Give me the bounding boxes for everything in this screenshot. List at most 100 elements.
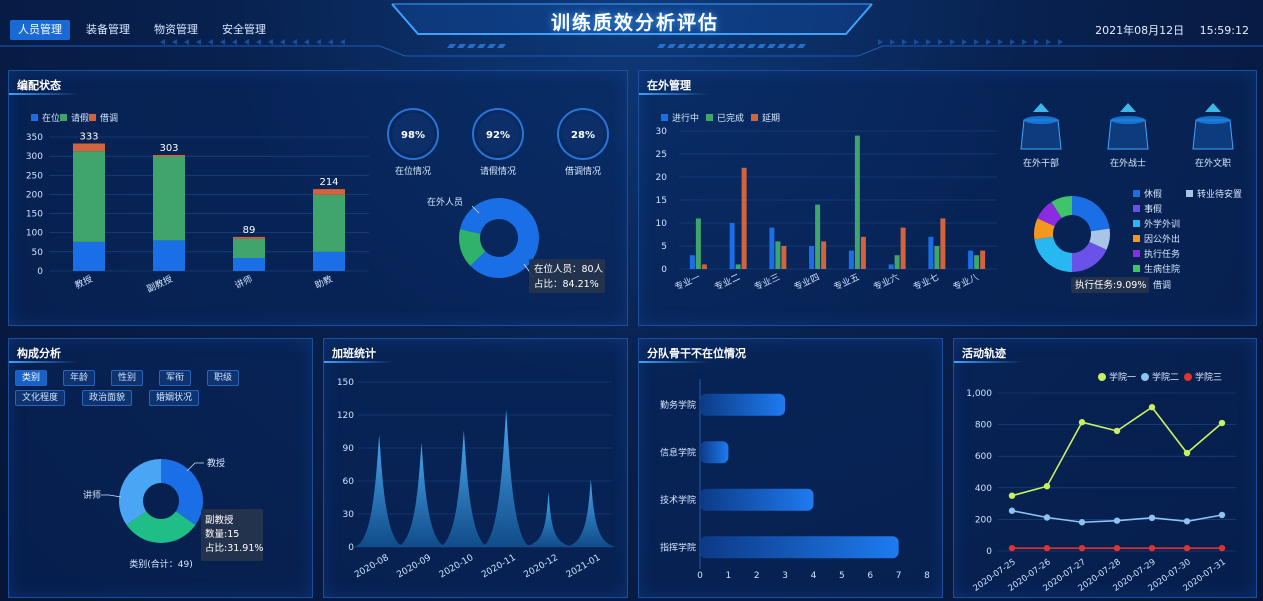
y-tick-label: 0 — [986, 547, 992, 557]
mission-legend-label: 生病住院 — [1144, 263, 1180, 275]
bar — [934, 246, 940, 269]
gauge-value: 28% — [571, 130, 595, 141]
x-tick-label: 1 — [726, 571, 732, 581]
bar — [968, 250, 974, 269]
bar-total-label: 303 — [159, 143, 178, 154]
label-top: 教授 — [207, 457, 225, 469]
legend-item-label: 请假 — [71, 112, 89, 124]
y-tick-label: 勤务学院 — [660, 399, 696, 411]
bar — [928, 236, 934, 269]
chip-category[interactable]: 类别 — [15, 370, 48, 386]
pedestal-icon — [1020, 119, 1062, 150]
bar — [940, 218, 946, 269]
chip-age[interactable]: 年龄 — [63, 370, 96, 386]
legend-swatch — [1184, 373, 1192, 381]
nav-item-personnel[interactable]: 人员管理 — [10, 20, 70, 40]
bar — [980, 250, 986, 269]
tooltip-title: 副教授 — [205, 514, 234, 526]
x-tick-label: 2 — [754, 571, 760, 581]
panel-title-underline — [639, 93, 709, 95]
chip-gender[interactable]: 性别 — [111, 370, 144, 386]
x-tick-label: 3 — [782, 571, 788, 581]
x-tick-label: 2020-12 — [522, 553, 560, 580]
panel-title: 构成分析 — [17, 347, 61, 360]
beacon-icon — [1205, 103, 1221, 112]
mission-legend-label: 转业待安置 — [1197, 188, 1242, 200]
legend-item-swatch — [89, 114, 96, 121]
series-point — [1183, 518, 1191, 525]
y-tick-label: 5 — [661, 242, 667, 252]
mission-tooltip-tail: 借调 — [1153, 279, 1171, 291]
x-tick-label: 专业六 — [871, 271, 901, 293]
x-tick-label: 8 — [924, 571, 930, 581]
bar — [741, 167, 747, 269]
series-point — [1183, 449, 1191, 457]
area-spike — [354, 434, 405, 547]
mission-donut-slice — [1034, 218, 1055, 240]
y-tick-label: 250 — [26, 171, 43, 181]
y-tick-label: 200 — [26, 190, 43, 200]
chip-grade[interactable]: 职级 — [207, 370, 240, 386]
bar — [769, 227, 775, 269]
donut-tooltip-line2: 占比：84.21% — [534, 278, 599, 290]
x-tick-label: 专业八 — [951, 271, 981, 293]
y-tick-label: 120 — [337, 411, 354, 421]
hbar — [700, 488, 814, 511]
bar-total-label: 333 — [79, 132, 98, 143]
legend-swatch — [1141, 373, 1149, 381]
bar-segment — [313, 251, 345, 271]
x-tick-label: 2020-08 — [353, 553, 391, 581]
title-frame: 训练质效分析评估 — [395, 0, 875, 46]
series-point — [1148, 404, 1156, 411]
main-nav: 人员管理 装备管理 物资管理 安全管理 — [10, 20, 274, 40]
bar — [860, 236, 866, 269]
y-tick-label: 150 — [26, 210, 43, 220]
mission-donut-slice — [1037, 202, 1062, 227]
hbar — [700, 536, 899, 559]
gauge-label: 借调情况 — [565, 165, 601, 177]
bar-segment — [233, 238, 265, 258]
legend-item-swatch — [31, 114, 38, 121]
legend-item-label: 已完成 — [717, 112, 744, 124]
pedestal-icon — [1192, 119, 1234, 150]
bar — [809, 246, 815, 269]
chip-education[interactable]: 文化程度 — [15, 390, 66, 406]
y-tick-label: 90 — [343, 444, 355, 454]
chip-rank[interactable]: 军衔 — [159, 370, 192, 386]
nav-item-safety[interactable]: 安全管理 — [222, 23, 266, 36]
bar-segment — [313, 194, 345, 252]
y-tick-label: 0 — [348, 543, 354, 553]
chip-marital[interactable]: 婚姻状况 — [149, 390, 200, 406]
beacon-icon — [1033, 103, 1049, 112]
series-point — [1043, 514, 1051, 521]
series-point — [1218, 419, 1226, 427]
mission-donut-slice — [1051, 196, 1072, 219]
x-tick-label: 5 — [839, 571, 845, 581]
area-spike — [565, 478, 616, 547]
panel-title-underline — [9, 361, 79, 363]
pedestal-top — [1024, 116, 1058, 124]
x-tick-label: 副教授 — [145, 273, 175, 295]
legend-label: 学院二 — [1152, 371, 1179, 383]
x-tick-label: 专业三 — [752, 271, 782, 293]
x-tick-label: 2020-09 — [395, 553, 433, 581]
chip-political[interactable]: 政治面貌 — [82, 390, 133, 406]
donut-tooltip-line1: 在位人员：80人 — [534, 263, 604, 275]
x-tick-label: 4 — [811, 571, 817, 581]
composition-donut-slice — [161, 459, 203, 526]
mission-legend-label: 休假 — [1144, 188, 1162, 200]
bar-segment — [153, 154, 185, 157]
y-tick-label: 100 — [26, 229, 43, 239]
nav-item-supplies[interactable]: 物资管理 — [154, 23, 198, 36]
mission-legend-label: 事假 — [1144, 203, 1162, 215]
series-point — [1078, 419, 1086, 426]
label-left: 讲师 — [83, 489, 101, 501]
donut-label-line — [471, 205, 480, 214]
gauge-bg — [562, 113, 604, 155]
donut-label: 在外人员 — [427, 196, 463, 208]
legend-label: 学院一 — [1109, 371, 1136, 383]
nav-item-equipment[interactable]: 装备管理 — [86, 23, 130, 36]
area-spike — [396, 442, 447, 547]
legend-item-swatch — [706, 114, 713, 121]
mission-legend-swatch — [1186, 190, 1193, 197]
